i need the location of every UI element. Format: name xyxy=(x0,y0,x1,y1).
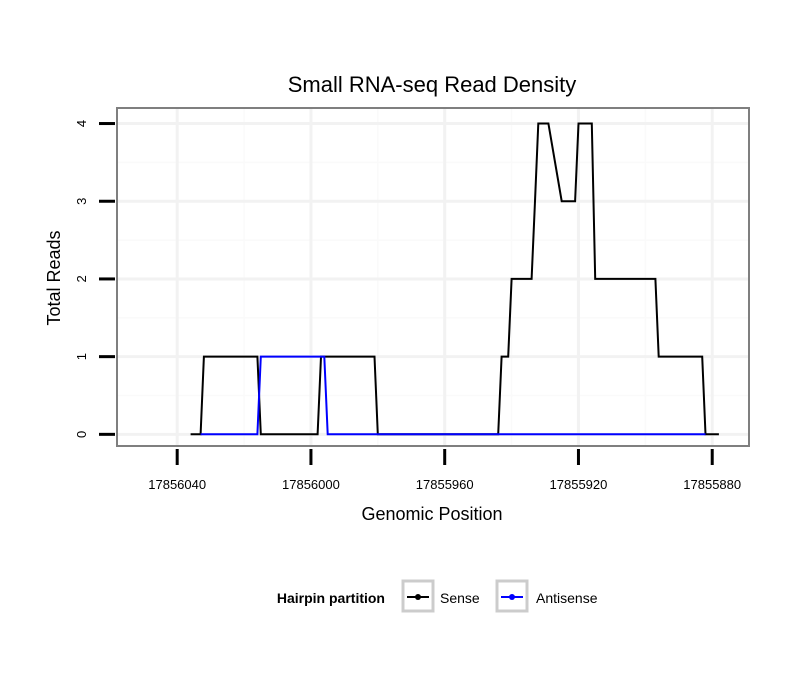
x-tick-label: 17856000 xyxy=(282,477,340,492)
x-tick-label: 17855920 xyxy=(550,477,608,492)
series-line-sense xyxy=(190,122,719,436)
y-tick-label: 4 xyxy=(74,120,89,127)
y-tick-label: 3 xyxy=(74,198,89,205)
y-tick-label: 0 xyxy=(74,431,89,438)
x-tick-label: 17856040 xyxy=(148,477,206,492)
legend-key-sense-dot xyxy=(415,594,421,600)
y-axis-title: Total Reads xyxy=(44,230,64,325)
grid xyxy=(117,108,749,446)
series-group xyxy=(190,122,719,436)
legend-label-sense: Sense xyxy=(440,590,480,606)
legend-title: Hairpin partition xyxy=(277,590,385,606)
plot-panel-border xyxy=(116,107,750,447)
series-line-antisense xyxy=(200,355,706,436)
y-axis: 0 1 2 3 4 xyxy=(74,120,115,438)
y-tick-label: 1 xyxy=(74,353,89,360)
y-tick-label: 2 xyxy=(74,275,89,282)
x-axis: 17856040 17856000 17855960 17855920 17855880 xyxy=(148,449,741,492)
x-tick-label: 17855880 xyxy=(683,477,741,492)
chart-title: Small RNA-seq Read Density xyxy=(288,72,577,97)
legend-label-antisense: Antisense xyxy=(536,590,598,606)
x-tick-label: 17855960 xyxy=(416,477,474,492)
legend: Hairpin partition Sense Antisense xyxy=(277,579,598,613)
legend-key-antisense-dot xyxy=(509,594,515,600)
x-axis-title: Genomic Position xyxy=(361,504,502,524)
